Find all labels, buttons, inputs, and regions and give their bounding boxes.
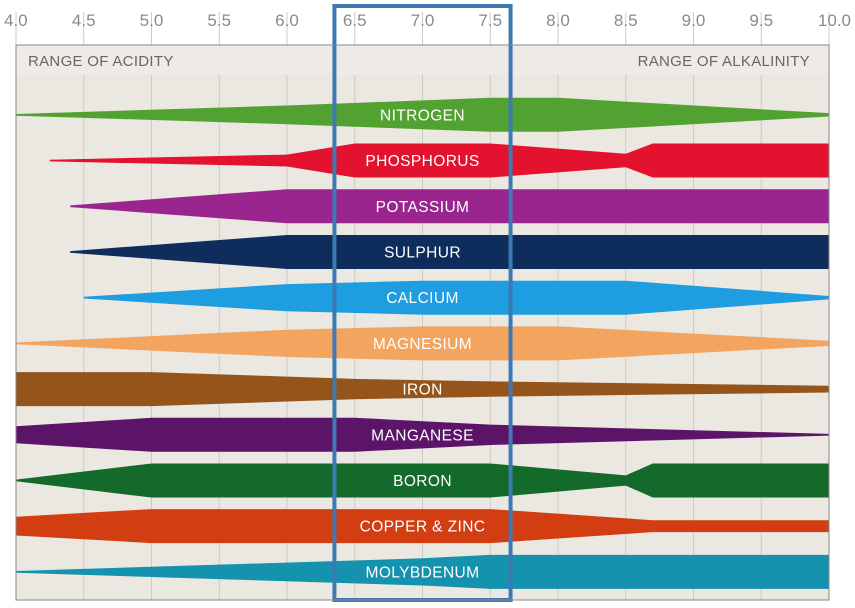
x-tick-label: 7.5: [478, 11, 502, 30]
x-tick-label: 6.5: [343, 11, 367, 30]
nutrient-label: BORON: [393, 473, 452, 490]
nutrient-label: CALCIUM: [386, 290, 459, 307]
nutrient-band-phosphorus: [49, 143, 829, 178]
nutrient-label: MAGNESIUM: [373, 336, 472, 353]
nutrient-label: SULPHUR: [384, 244, 461, 261]
x-tick-label: 6.0: [275, 11, 299, 30]
x-tick-label: 4.5: [72, 11, 96, 30]
x-tick-label: 9.5: [749, 11, 773, 30]
x-tick-label: 8.0: [546, 11, 570, 30]
nutrient-label: COPPER & ZINC: [360, 519, 486, 536]
nutrient-band-nitrogen: [16, 97, 829, 132]
x-tick-label: 8.5: [614, 11, 638, 30]
x-tick-label: 10.0: [818, 11, 851, 30]
acidity-label: RANGE OF ACIDITY: [28, 53, 174, 70]
header-band: [16, 45, 829, 75]
nutrient-labels: NITROGEN PHOSPHORUS POTASSIUM SULPHUR CALCIU…: [360, 107, 486, 581]
x-tick-label: 5.0: [140, 11, 164, 30]
plot-frame: [15, 44, 830, 601]
nutrient-band-magnesium: [16, 326, 829, 361]
nutrient-label: NITROGEN: [380, 107, 465, 124]
x-tick-label: 9.0: [682, 11, 706, 30]
nutrient-label: IRON: [402, 382, 442, 399]
nutrient-bands: [16, 97, 830, 589]
nutrient-band-copper-zinc: [16, 509, 829, 544]
nutrient-band-iron: [16, 372, 829, 407]
nutrient-label: MOLYBDENUM: [366, 564, 480, 581]
nutrient-band-potassium: [70, 189, 829, 224]
x-tick-labels: 4.0 4.5 5.0 5.5 6.0 6.5 7.0 7.5 8.0 8.5 9.0 9.5 10.0: [4, 11, 851, 30]
nutrient-band-manganese: [16, 417, 829, 452]
nutrient-band-molybdenum: [16, 554, 829, 589]
x-tick-label: 4.0: [4, 11, 28, 30]
nutrient-band-sulphur: [70, 235, 829, 269]
nutrient-band-boron: [16, 463, 829, 498]
nutrient-band-calcium: [83, 280, 830, 315]
nutrient-label: PHOSPHORUS: [365, 153, 479, 170]
nutrient-label: POTASSIUM: [376, 199, 470, 216]
x-tick-label: 5.5: [207, 11, 231, 30]
alkalinity-label: RANGE OF ALKALINITY: [638, 53, 810, 70]
x-tick-label: 7.0: [411, 11, 435, 30]
nutrient-label: MANGANESE: [371, 427, 474, 444]
